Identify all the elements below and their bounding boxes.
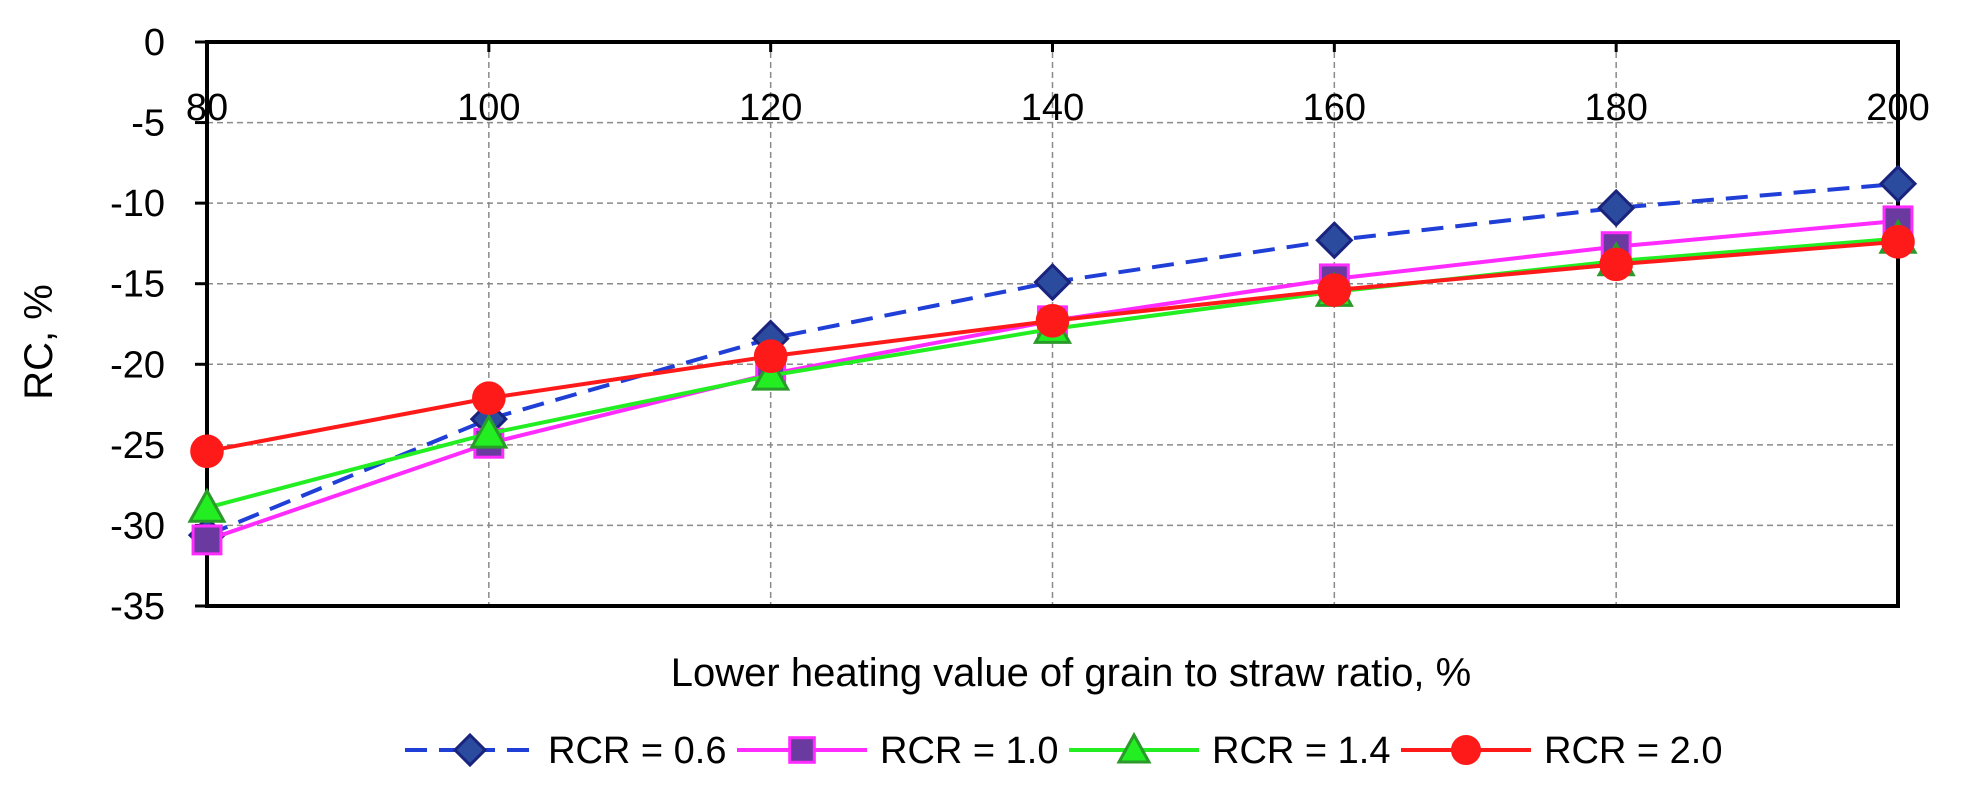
legend-entry: RCR = 0.6 [405, 730, 726, 772]
legend-entry: RCR = 1.4 [1069, 730, 1390, 772]
legend-marker [452, 732, 488, 768]
y-axis-title: RC, % [17, 284, 61, 400]
data-point [1033, 262, 1072, 302]
legend-label: RCR = 1.0 [880, 730, 1058, 772]
x-tick-label: 160 [1303, 87, 1366, 129]
data-point [1035, 303, 1070, 338]
series-4 [190, 225, 1915, 469]
data-point [753, 339, 788, 374]
x-tick-label: 80 [186, 87, 228, 129]
legend-label: RCR = 2.0 [1544, 730, 1722, 772]
legend-marker [788, 736, 816, 764]
data-point [187, 487, 227, 523]
data-point [469, 413, 509, 449]
tick-labels: 0 -5 -10 -15 -20 -25 -30 -35 80 100 120 140 160 180 20… [110, 22, 1930, 628]
x-tick-label: 120 [739, 87, 802, 129]
legend: RCR = 0.6 RCR = 1.0 RCR = 1.4 RCR = 2.0 [405, 730, 1722, 772]
legend-entry: RCR = 1.0 [737, 730, 1058, 772]
data-point [1597, 188, 1636, 228]
legend-entry: RCR = 2.0 [1401, 730, 1722, 772]
legend-marker [1451, 735, 1481, 765]
data-point [1881, 225, 1915, 259]
data-point [190, 434, 224, 469]
y-tick-label: -10 [110, 183, 165, 225]
x-tick-label: 100 [457, 87, 520, 129]
y-tick-label: -15 [110, 264, 165, 306]
series-layer [187, 164, 1918, 556]
x-axis-title: Lower heating value of grain to straw ra… [671, 651, 1471, 695]
legend-marker [1116, 731, 1152, 764]
legend-label: RCR = 1.4 [1212, 730, 1390, 772]
y-tick-label: -25 [110, 425, 165, 467]
data-point [191, 524, 223, 556]
x-tick-label: 180 [1584, 87, 1647, 129]
y-tick-label: 0 [144, 22, 165, 64]
data-point [751, 355, 791, 391]
y-tick-label: -20 [110, 344, 165, 386]
x-tick-label: 140 [1021, 87, 1084, 129]
x-tick-label: 200 [1866, 87, 1929, 129]
data-point [1317, 273, 1352, 307]
y-tick-label: -30 [110, 505, 165, 547]
data-point [1315, 221, 1354, 260]
data-point [1599, 247, 1633, 282]
legend-label: RCR = 0.6 [548, 730, 726, 772]
data-point [1878, 164, 1918, 203]
y-tick-label: -35 [110, 586, 165, 628]
y-tick-label: -5 [131, 103, 165, 145]
data-point [472, 381, 506, 415]
